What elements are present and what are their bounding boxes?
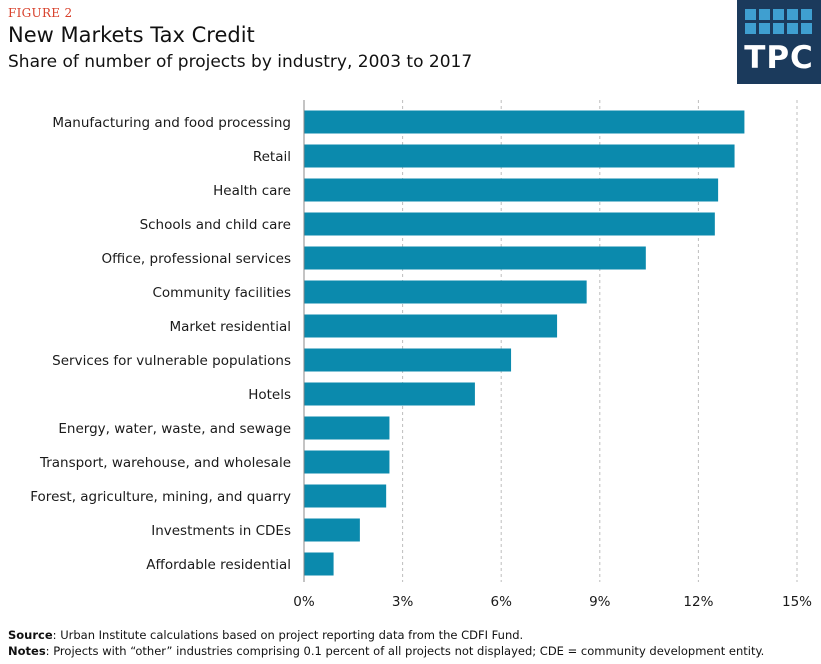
category-label: Energy, water, waste, and sewage (58, 421, 291, 437)
logo-square (801, 23, 812, 34)
category-label: Services for vulnerable populations (52, 353, 291, 369)
notes-note: Notes: Projects with “other” industries … (8, 644, 764, 658)
bar-chart: Manufacturing and food processing Retail H… (30, 100, 812, 610)
tick-label: 6% (490, 594, 512, 610)
logo-square (787, 23, 798, 34)
category-label: Manufacturing and food processing (52, 115, 291, 131)
logo-square (759, 23, 770, 34)
bar (304, 552, 334, 576)
bar (304, 518, 360, 542)
bar (304, 178, 719, 202)
category-label: Community facilities (152, 285, 291, 301)
tick-label: 3% (392, 594, 414, 610)
category-label: Affordable residential (146, 557, 291, 573)
tpc-logo: TPC (737, 0, 821, 84)
source-text: : Urban Institute calculations based on … (52, 628, 524, 642)
category-label: Office, professional services (102, 251, 291, 267)
category-label: Market residential (169, 319, 291, 335)
logo-square (759, 9, 770, 20)
tick-label: 15% (782, 594, 812, 610)
bar (304, 314, 558, 338)
bar (304, 144, 735, 168)
bar (304, 246, 646, 270)
category-label: Health care (213, 183, 291, 199)
bar (304, 348, 512, 372)
logo-square (773, 9, 784, 20)
notes-text: : Projects with “other” industries compr… (45, 644, 765, 658)
chart-title: New Markets Tax Credit (8, 23, 255, 47)
bar (304, 110, 745, 134)
notes-label: Notes (8, 644, 46, 658)
bar (304, 212, 715, 236)
logo-square (745, 23, 756, 34)
tick-label: 12% (683, 594, 713, 610)
bar (304, 450, 390, 474)
logo-square (787, 9, 798, 20)
source-label: Source (8, 628, 53, 642)
logo-square (773, 23, 784, 34)
chart-subtitle: Share of number of projects by industry,… (8, 52, 473, 72)
bar (304, 280, 587, 304)
bar (304, 484, 387, 508)
tick-label: 0% (293, 594, 315, 610)
category-label: Forest, agriculture, mining, and quarry (30, 489, 291, 505)
category-label: Investments in CDEs (151, 523, 291, 539)
category-label: Schools and child care (140, 217, 291, 233)
figure-label: FIGURE 2 (8, 6, 73, 20)
category-label: Hotels (248, 387, 291, 403)
bar (304, 382, 475, 406)
logo-square (745, 9, 756, 20)
bar (304, 416, 390, 440)
logo-text: TPC (744, 40, 814, 76)
tick-label: 9% (589, 594, 611, 610)
category-label: Retail (253, 149, 291, 165)
category-label: Transport, warehouse, and wholesale (39, 455, 291, 471)
logo-square (801, 9, 812, 20)
source-note: Source: Urban Institute calculations bas… (8, 628, 523, 642)
